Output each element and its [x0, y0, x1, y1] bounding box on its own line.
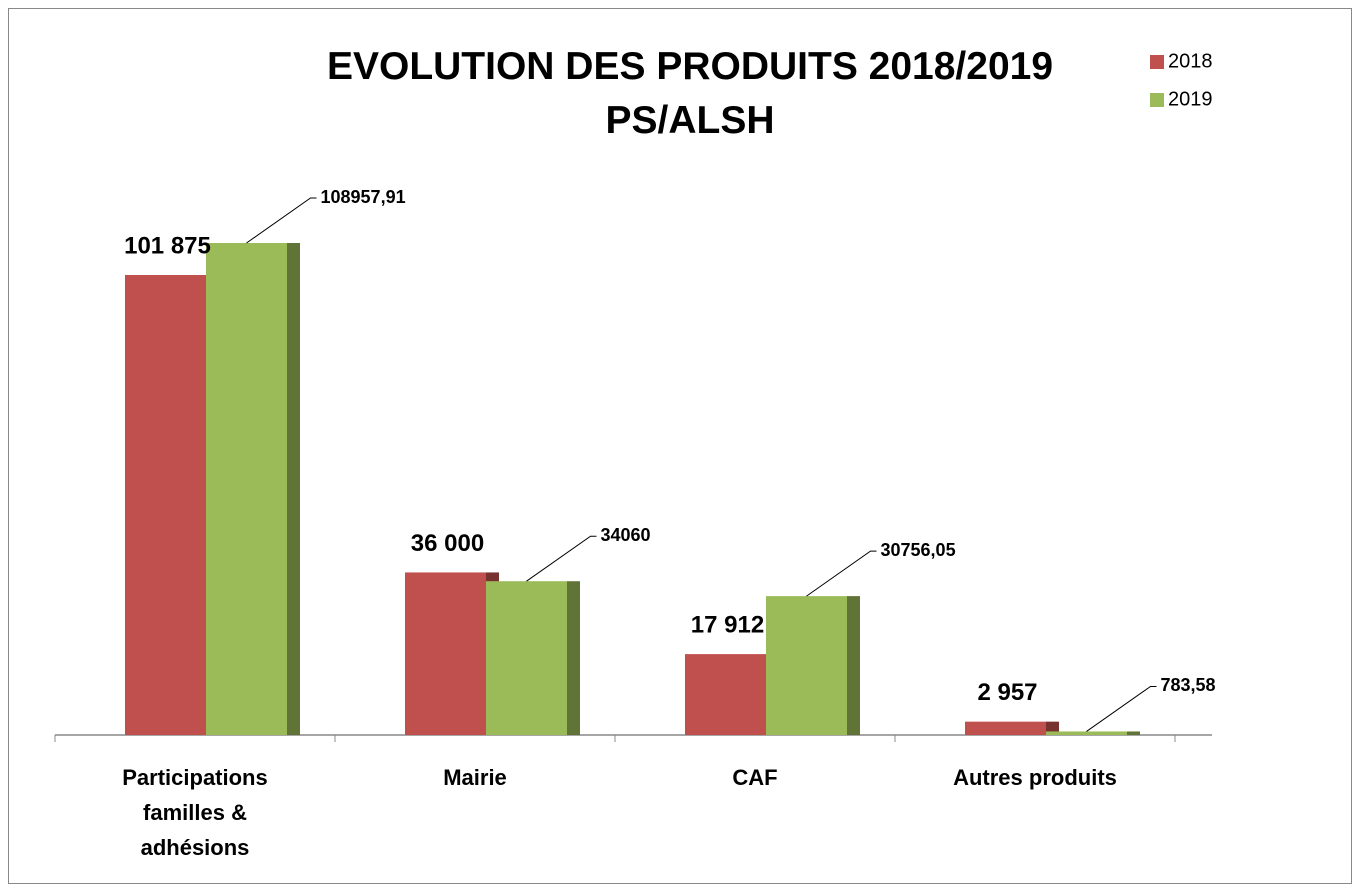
legend-swatch [1150, 93, 1164, 107]
chart-title: EVOLUTION DES PRODUITS 2018/2019 PS/ALSH [326, 45, 1054, 142]
data-label: 36 000 [411, 530, 484, 557]
bar [685, 654, 766, 735]
data-label: 108957,91 [321, 187, 406, 207]
legend-label: 2018 [1168, 50, 1213, 72]
leader-line [246, 197, 317, 244]
data-label: 30756,05 [881, 540, 956, 560]
x-tick-label: Participations familles & adhésions [122, 765, 268, 860]
bar-side [847, 596, 860, 735]
bar [206, 243, 287, 735]
x-tick-label: Mairie [443, 765, 507, 790]
leader-line [806, 550, 877, 597]
bar [486, 581, 567, 735]
data-label: 101 875 [124, 232, 211, 259]
data-label: 34060 [601, 525, 651, 545]
x-tick-label: CAF [732, 765, 778, 790]
legend-swatch [1150, 55, 1164, 69]
bar-side [567, 581, 580, 735]
leader-line [1086, 685, 1157, 732]
data-label: 783,58 [1161, 675, 1216, 695]
bar [405, 572, 486, 735]
x-tick-label: Autres produits [953, 765, 1117, 790]
bar [965, 721, 1046, 735]
legend-label: 2019 [1168, 88, 1213, 110]
bar [1046, 731, 1127, 735]
data-label: 2 957 [977, 679, 1037, 706]
leader-line [526, 535, 597, 582]
bar-side [1127, 731, 1140, 735]
bar [766, 596, 847, 735]
bar [125, 274, 206, 735]
data-label: 17 912 [691, 611, 764, 638]
bar-side [287, 243, 300, 735]
